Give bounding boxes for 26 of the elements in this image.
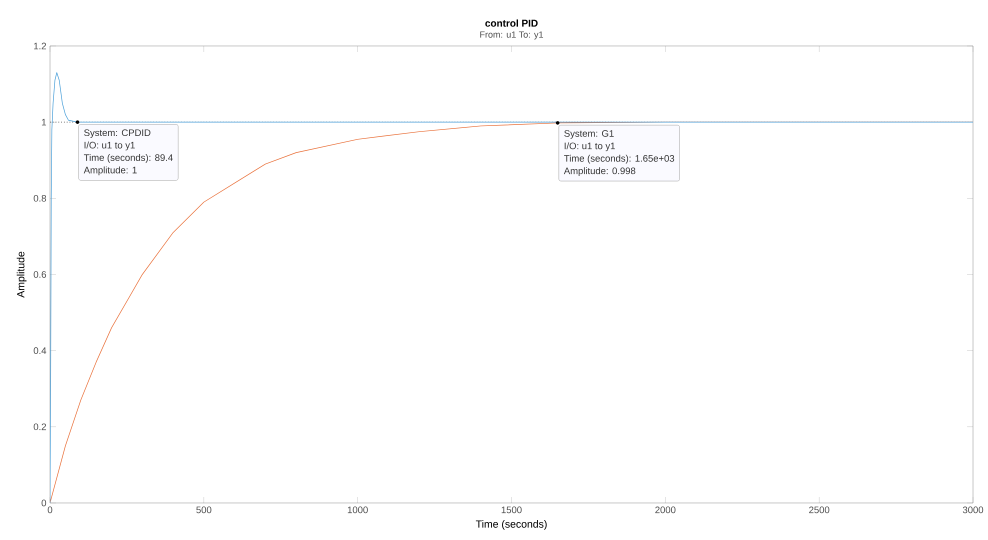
chart-title: control PID (485, 19, 538, 27)
x-tick-label: 2500 (809, 506, 830, 514)
annotation: System: G1 (564, 130, 614, 139)
x-tick-label: 500 (196, 506, 212, 514)
y-tick-label: 0.2 (34, 423, 46, 430)
annotation: I/O: u1 to y1 (84, 142, 135, 150)
y-axis-title: Amplitude (16, 252, 26, 298)
y-tick-label: 1.2 (34, 42, 46, 50)
y-tick-label: 0 (42, 500, 46, 506)
annotation: I/O: u1 to y1 (564, 142, 615, 152)
annotation: Time (seconds): 89.4 (84, 154, 173, 163)
annotation: Time (seconds): 1.65e+03 (564, 154, 674, 164)
annotation: Amplitude: 0.998 (564, 167, 636, 176)
annotation: System: CPDID (84, 129, 150, 138)
x-tick-label: 1000 (348, 506, 368, 514)
x-tick-label: 2000 (655, 506, 676, 514)
y-tick-label: 0.8 (34, 194, 46, 202)
chart-subtitle: From: u1 To: y1 (480, 31, 544, 40)
x-axis-title: Time (seconds) (476, 520, 547, 530)
y-tick-label: 0.4 (34, 347, 46, 354)
y-tick-label: 0.6 (34, 271, 46, 278)
annotation: Amplitude: 1 (84, 166, 137, 176)
y-tick-label: 1 (42, 118, 46, 126)
x-tick-label: 1500 (502, 506, 522, 514)
x-tick-label: 3000 (962, 506, 984, 514)
x-tick-label: 0 (48, 506, 52, 514)
